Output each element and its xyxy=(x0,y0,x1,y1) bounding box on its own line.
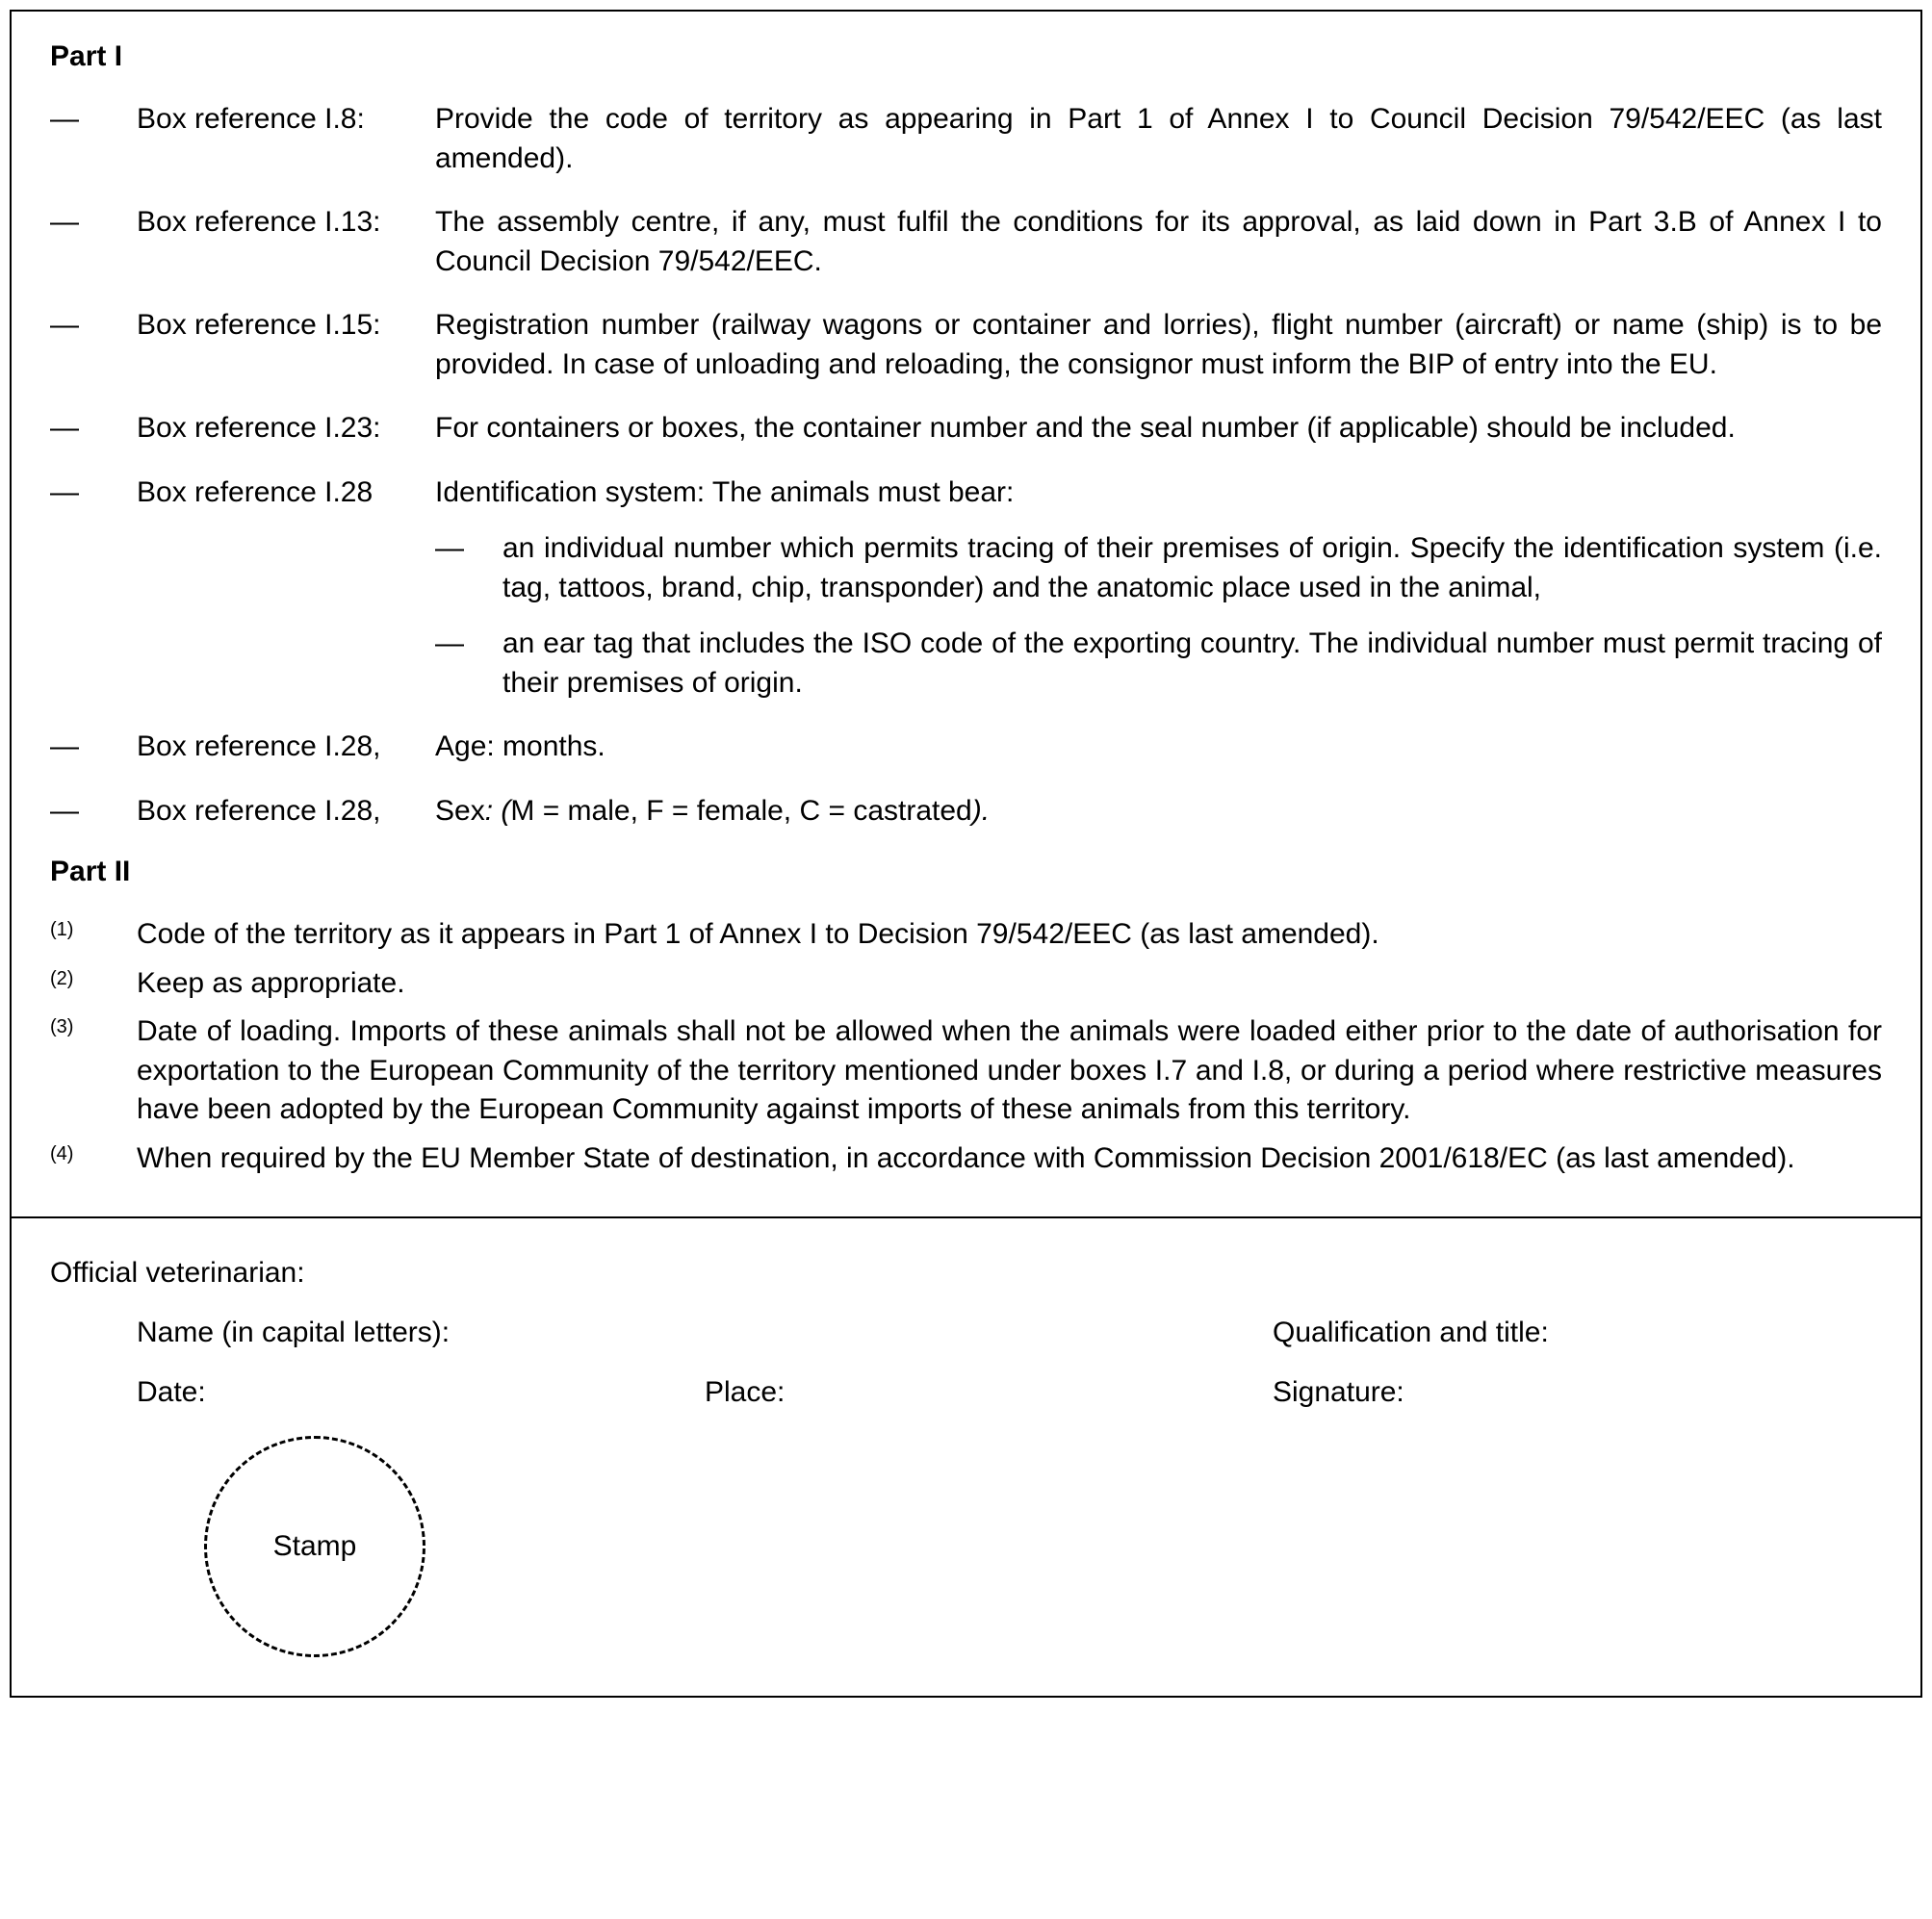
box-ref-label: Box reference I.23: xyxy=(137,409,435,448)
part2-note: (3) Date of loading. Imports of these an… xyxy=(50,1012,1882,1130)
signature-label: Signature: xyxy=(1273,1376,1882,1409)
footnote-num: (1) xyxy=(50,915,137,943)
sub-row: — an individual number which permits tra… xyxy=(435,529,1882,607)
footnote-text: Keep as appropriate. xyxy=(137,964,1882,1004)
sex-prefix: Sex xyxy=(435,795,485,827)
footnote-text: Date of loading. Imports of these animal… xyxy=(137,1012,1882,1130)
part2-heading: Part II xyxy=(50,856,1882,888)
em-dash: — xyxy=(435,625,502,664)
page: Part I — Box reference I.8: Provide the … xyxy=(0,0,1932,1919)
sex-mid: M = male, F = female, C = castrated xyxy=(510,795,971,827)
part1-row: — Box reference I.28, Age: months. xyxy=(50,728,1882,767)
part1-row: — Box reference I.23: For containers or … xyxy=(50,409,1882,448)
sex-open: : ( xyxy=(485,795,511,827)
qualification-label: Qualification and title: xyxy=(1273,1317,1882,1349)
part1-row: — Box reference I.13: The assembly centr… xyxy=(50,203,1882,281)
em-dash: — xyxy=(435,529,502,569)
vet-row-1: Name (in capital letters): Qualification… xyxy=(50,1317,1882,1349)
part2-note: (4) When required by the EU Member State… xyxy=(50,1139,1882,1179)
box-ref-desc: Provide the code of territory as appeari… xyxy=(435,100,1882,178)
box-ref-label: Box reference I.28 xyxy=(137,473,435,513)
empty-cell xyxy=(705,1317,1273,1349)
vet-row-2: Date: Place: Signature: xyxy=(50,1376,1882,1409)
box-ref-desc: For containers or boxes, the container n… xyxy=(435,409,1882,448)
signature-section: Official veterinarian: Name (in capital … xyxy=(12,1218,1920,1696)
box-ref-desc: Registration number (railway wagons or c… xyxy=(435,306,1882,384)
desc-text: Identification system: The animals must … xyxy=(435,476,1014,508)
sub-text: an individual number which permits traci… xyxy=(502,529,1882,607)
footnote-text: Code of the territory as it appears in P… xyxy=(137,915,1882,955)
place-label: Place: xyxy=(705,1376,1273,1409)
box-ref-label: Box reference I.28, xyxy=(137,792,435,832)
main-section: Part I — Box reference I.8: Provide the … xyxy=(12,12,1920,1218)
box-ref-label: Box reference I.13: xyxy=(137,203,435,243)
em-dash: — xyxy=(50,409,137,448)
box-ref-label: Box reference I.15: xyxy=(137,306,435,345)
stamp-circle: Stamp xyxy=(204,1436,425,1657)
box-ref-desc: Identification system: The animals must … xyxy=(435,473,1882,704)
name-label: Name (in capital letters): xyxy=(137,1317,705,1349)
part2-note: (2) Keep as appropriate. xyxy=(50,964,1882,1004)
footnote-num: (2) xyxy=(50,964,137,992)
box-ref-label: Box reference I.8: xyxy=(137,100,435,140)
sex-close: ). xyxy=(972,795,990,827)
em-dash: — xyxy=(50,792,137,832)
footnote-num: (4) xyxy=(50,1139,137,1167)
footnote-num: (3) xyxy=(50,1012,137,1040)
part1-heading: Part I xyxy=(50,40,1882,73)
part1-row: — Box reference I.28 Identification syst… xyxy=(50,473,1882,704)
part1-row: — Box reference I.15: Registration numbe… xyxy=(50,306,1882,384)
box-ref-label: Box reference I.28, xyxy=(137,728,435,767)
official-vet-label: Official veterinarian: xyxy=(50,1257,1882,1290)
em-dash: — xyxy=(50,203,137,243)
em-dash: — xyxy=(50,728,137,767)
em-dash: — xyxy=(50,306,137,345)
em-dash: — xyxy=(50,100,137,140)
box-ref-desc: Age: months. xyxy=(435,728,1882,767)
em-dash: — xyxy=(50,473,137,513)
footnote-text: When required by the EU Member State of … xyxy=(137,1139,1882,1179)
sub-row: — an ear tag that includes the ISO code … xyxy=(435,625,1882,703)
box-ref-desc: The assembly centre, if any, must fulfil… xyxy=(435,203,1882,281)
part1-row: — Box reference I.28, Sex: (M = male, F … xyxy=(50,792,1882,832)
stamp-label: Stamp xyxy=(273,1530,357,1563)
part2-note: (1) Code of the territory as it appears … xyxy=(50,915,1882,955)
part1-row: — Box reference I.8: Provide the code of… xyxy=(50,100,1882,178)
document-border: Part I — Box reference I.8: Provide the … xyxy=(10,10,1922,1698)
stamp-container: Stamp xyxy=(50,1436,1882,1657)
sub-text: an ear tag that includes the ISO code of… xyxy=(502,625,1882,703)
box-ref-desc: Sex: (M = male, F = female, C = castrate… xyxy=(435,792,1882,832)
date-label: Date: xyxy=(137,1376,705,1409)
